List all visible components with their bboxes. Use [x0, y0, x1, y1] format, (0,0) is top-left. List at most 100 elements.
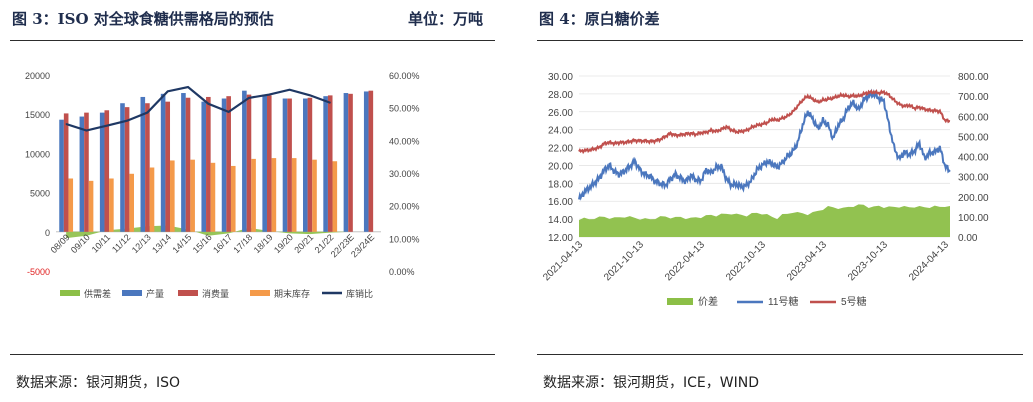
stock-ratio-point	[228, 111, 230, 113]
x-tick-label: 2022-10-13	[724, 239, 768, 283]
legend-label: 产量	[146, 288, 164, 299]
left-y-tick: 20000	[25, 71, 50, 81]
right-y-tick: 0.00%	[389, 267, 415, 277]
category-label: 10/11	[90, 232, 113, 255]
bar-产量	[303, 98, 308, 232]
left-top-rule	[10, 40, 495, 41]
bar-消费量	[287, 98, 292, 232]
right-y-tick: 60.00%	[389, 71, 420, 81]
stock-ratio-point	[146, 111, 149, 114]
legend-label: 5号糖	[841, 295, 867, 308]
legend-label: 期末库存	[274, 288, 310, 299]
bar-产量	[262, 94, 267, 232]
supply-demand-chart: -5000 0 5000 10000 15000 20000 0.00% 10.00% 20.0…	[25, 71, 420, 299]
legend-swatch	[60, 290, 80, 296]
x-tick-label: 2022-04-13	[663, 239, 707, 283]
bar-产量	[323, 96, 328, 232]
right-chart-panel: 图 4：原白糖价差 12.00 14.00 16.00 18.00 20.00 22.00…	[527, 0, 1033, 402]
bar-期末库存	[230, 165, 236, 232]
bar-期末库存	[210, 162, 216, 232]
bar-期末库存	[271, 158, 277, 232]
left-y-tick: 14.00	[548, 215, 573, 226]
bar-产量	[282, 98, 288, 232]
category-label: 17/18	[231, 232, 254, 255]
bar-产量	[242, 90, 247, 232]
bar-产量	[99, 112, 105, 232]
bar-产量	[160, 93, 166, 232]
category-label: 11/12	[110, 232, 133, 255]
left-y-tick: 15000	[25, 110, 50, 120]
bar-期末库存	[332, 161, 338, 232]
x-tick-label: 2023-04-13	[785, 239, 829, 283]
right-y-tick: 400.00	[958, 153, 989, 164]
right-y-tick: 30.00%	[389, 169, 420, 179]
left-y-tick: 0	[45, 228, 50, 238]
category-label: 19/20	[272, 232, 295, 255]
stock-ratio-line	[65, 85, 331, 132]
right-y-tick: 40.00%	[389, 136, 420, 146]
right-source: 数据来源：银河期货，ICE，WIND	[543, 375, 759, 391]
stock-ratio-point	[329, 102, 331, 104]
bar-期末库存	[129, 173, 134, 232]
legend-swatch	[667, 298, 693, 305]
right-y-tick: 0.00	[958, 233, 978, 244]
stock-ratio-point	[106, 125, 108, 127]
category-label: 20/21	[292, 232, 315, 255]
left-y-tick: 18.00	[548, 179, 573, 190]
left-y-tick: 5000	[30, 189, 50, 199]
bar-期末库存	[88, 180, 94, 232]
bar-产量	[79, 116, 85, 232]
right-y-tick: 300.00	[958, 173, 989, 184]
left-source: 数据来源：银河期货，ISO	[16, 375, 181, 391]
bar-产量	[343, 93, 349, 232]
left-y-tick: 22.00	[548, 144, 573, 155]
bar-产量	[140, 96, 146, 232]
right-y-tick: 50.00%	[389, 104, 420, 114]
bar-消费量	[165, 101, 171, 232]
left-y-tick: 24.00	[548, 126, 573, 137]
legend-swatch	[178, 290, 198, 296]
category-label: 16/17	[211, 232, 234, 255]
right-y-tick: 100.00	[958, 213, 989, 224]
right-y-tick: 500.00	[958, 132, 989, 143]
bar-期末库存	[190, 159, 195, 232]
stock-ratio-point	[248, 97, 250, 99]
legend-label: 库销比	[346, 288, 373, 299]
stock-ratio-point	[187, 86, 189, 88]
stock-ratio-point	[167, 90, 169, 92]
bar-消费量	[307, 97, 313, 232]
bar-消费量	[348, 93, 353, 232]
bar-期末库存	[291, 158, 297, 232]
left-chart-unit: 单位：万吨	[407, 10, 483, 28]
right-bottom-rule	[537, 354, 1023, 355]
bar-消费量	[185, 97, 191, 232]
category-label: 15/16	[191, 232, 214, 255]
right-y-tick: 700.00	[958, 92, 989, 103]
bar-消费量	[266, 95, 272, 232]
left-chart-header: 图 3：ISO 对全球食糖供需格局的预估 单位：万吨	[12, 8, 493, 34]
bar-产量	[363, 91, 369, 232]
x-tick-label: 2024-04-13	[907, 239, 951, 283]
bar-产量	[221, 98, 227, 232]
right-chart-title: 图 4：原白糖价差	[539, 10, 660, 28]
category-label: 13/14	[150, 232, 173, 255]
legend-label: 供需差	[84, 288, 111, 299]
spread-area	[579, 204, 950, 237]
bar-消费量	[145, 103, 150, 232]
bar-产量	[201, 101, 207, 232]
stock-ratio-point	[85, 129, 88, 132]
bar-期末库存	[170, 160, 175, 232]
x-tick-label: 2021-04-13	[541, 239, 585, 283]
stock-ratio-point	[207, 103, 209, 105]
left-y-tick: 30.00	[548, 72, 573, 83]
bar-产量	[59, 119, 64, 232]
bar-期末库存	[312, 159, 317, 232]
legend-swatch	[122, 290, 142, 296]
bar-消费量	[84, 112, 89, 232]
left-chart-title: 图 3：ISO 对全球食糖供需格局的预估	[12, 10, 274, 28]
bar-消费量	[124, 107, 130, 232]
left-bottom-rule	[10, 354, 495, 355]
x-tick-label: 2021-10-13	[602, 239, 646, 283]
sugar-11-line	[578, 88, 951, 201]
bar-消费量	[206, 96, 211, 232]
